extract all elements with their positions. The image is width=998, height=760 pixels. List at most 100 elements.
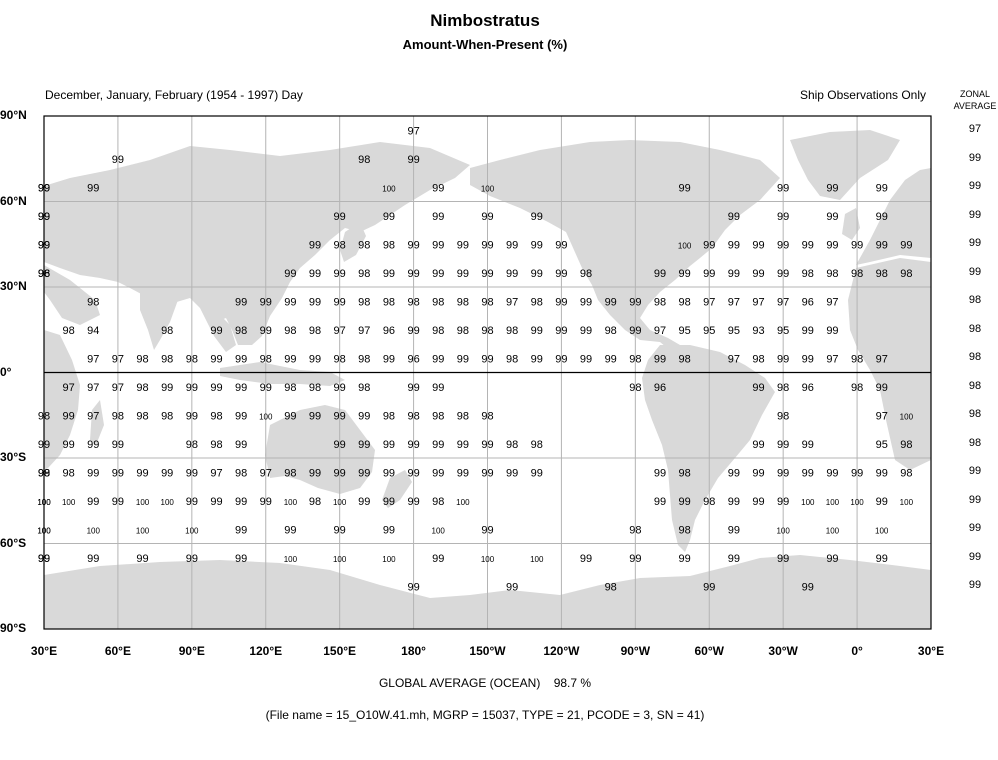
grid-cell-value: 99 bbox=[407, 239, 419, 251]
grid-cell-value: 99 bbox=[728, 524, 740, 536]
grid-cell-value: 98 bbox=[481, 325, 493, 337]
grid-cell-value: 99 bbox=[235, 410, 247, 422]
graticule bbox=[44, 116, 931, 629]
grid-cell-value: 98 bbox=[457, 325, 469, 337]
grid-cell-value: 98 bbox=[383, 239, 395, 251]
south-america-landmass bbox=[642, 345, 775, 552]
grid-cell-value: 99 bbox=[481, 239, 493, 251]
grid-cell-value: 98 bbox=[358, 154, 370, 166]
grid-cell-value: 98 bbox=[851, 353, 863, 365]
grid-cell-value: 99 bbox=[802, 325, 814, 337]
grid-cell-value: 99 bbox=[284, 296, 296, 308]
grid-cell-value: 98 bbox=[900, 467, 912, 479]
grid-cell-value: 97 bbox=[752, 296, 764, 308]
grid-cell-value: 99 bbox=[407, 581, 419, 593]
grid-cell-value: 97 bbox=[826, 296, 838, 308]
grid-cell-value: 99 bbox=[87, 182, 99, 194]
greenland-landmass bbox=[790, 130, 900, 200]
grid-cell-value: 99 bbox=[531, 268, 543, 280]
grid-cell-value: 98 bbox=[432, 296, 444, 308]
grid-cell-value: 95 bbox=[678, 325, 690, 337]
grid-cell-value: 98 bbox=[506, 439, 518, 451]
grid-cell-value: 99 bbox=[605, 296, 617, 308]
grid-cell-value: 99 bbox=[752, 467, 764, 479]
longitude-label: 120°W bbox=[543, 644, 580, 658]
grid-cell-value: 99 bbox=[432, 353, 444, 365]
grid-cell-value: 98 bbox=[358, 296, 370, 308]
grid-cell-value: 98 bbox=[876, 268, 888, 280]
grid-cell-value: 99 bbox=[284, 410, 296, 422]
grid-cell-value: 99 bbox=[309, 467, 321, 479]
grid-cell-value: 100 bbox=[136, 498, 150, 507]
grid-cell-value: 99 bbox=[629, 325, 641, 337]
grid-cell-value: 99 bbox=[260, 496, 272, 508]
grid-cell-value: 97 bbox=[63, 382, 75, 394]
grid-cell-value: 95 bbox=[777, 325, 789, 337]
grid-cell-value: 99 bbox=[112, 467, 124, 479]
grid-cell-value: 100 bbox=[382, 555, 396, 564]
grid-cell-value: 100 bbox=[801, 498, 815, 507]
grid-cell-value: 98 bbox=[703, 496, 715, 508]
grid-cell-value: 99 bbox=[555, 268, 567, 280]
grid-cell-value: 99 bbox=[457, 439, 469, 451]
grid-cell-value: 99 bbox=[555, 353, 567, 365]
grid-cell-value: 98 bbox=[87, 296, 99, 308]
grid-cell-value: 98 bbox=[506, 325, 518, 337]
grid-cell-value: 99 bbox=[334, 524, 346, 536]
grid-cell-value: 99 bbox=[334, 382, 346, 394]
indochina-landmass bbox=[196, 300, 236, 352]
zonal-average-heading: ZONAL AVERAGE bbox=[944, 88, 998, 112]
grid-cell-value: 99 bbox=[900, 239, 912, 251]
grid-cell-value: 98 bbox=[605, 581, 617, 593]
grid-cell-value: 98 bbox=[777, 382, 789, 394]
grid-cell-value: 99 bbox=[136, 467, 148, 479]
grid-cell-value: 98 bbox=[136, 353, 148, 365]
chart-title: Nimbostratus bbox=[430, 11, 540, 30]
grid-cell-value: 99 bbox=[186, 467, 198, 479]
grid-cell-value: 98 bbox=[63, 325, 75, 337]
grid-cell-value: 97 bbox=[87, 410, 99, 422]
grid-cell-value: 99 bbox=[87, 467, 99, 479]
global-average-label: GLOBAL AVERAGE (OCEAN) bbox=[378, 676, 541, 690]
grid-cell-value: 98 bbox=[678, 524, 690, 536]
grid-cell-value: 98 bbox=[678, 296, 690, 308]
japan-landmass bbox=[340, 222, 366, 262]
grid-cell-value: 98 bbox=[358, 353, 370, 365]
grid-cell-value: 100 bbox=[776, 526, 790, 535]
grid-cell-value: 99 bbox=[876, 467, 888, 479]
grid-cell-value: 99 bbox=[876, 553, 888, 565]
grid-cell-value: 99 bbox=[235, 296, 247, 308]
grid-cell-value: 98 bbox=[235, 467, 247, 479]
grid-cell-value: 99 bbox=[802, 239, 814, 251]
grid-cell-value: 99 bbox=[63, 439, 75, 451]
grid-cell-value: 98 bbox=[432, 325, 444, 337]
grid-cell-value: 98 bbox=[284, 467, 296, 479]
grid-cell-value: 99 bbox=[555, 296, 567, 308]
grid-cell-value: 98 bbox=[851, 268, 863, 280]
grid-cell-value: 99 bbox=[210, 325, 222, 337]
grid-cell-value: 98 bbox=[407, 296, 419, 308]
grid-cell-value: 98 bbox=[629, 353, 641, 365]
grid-cell-value: 100 bbox=[875, 526, 889, 535]
longitude-label: 30°E bbox=[30, 644, 58, 658]
grid-cell-value: 100 bbox=[456, 498, 470, 507]
longitude-label: 120°E bbox=[249, 644, 283, 658]
grid-cell-value: 98 bbox=[63, 467, 75, 479]
zonal-average-value: 99 bbox=[968, 265, 982, 278]
grid-cell-value: 98 bbox=[678, 467, 690, 479]
grid-cell-value: 98 bbox=[186, 353, 198, 365]
grid-cell-value: 93 bbox=[752, 325, 764, 337]
grid-cell-value: 99 bbox=[457, 353, 469, 365]
grid-cell-value: 99 bbox=[210, 382, 222, 394]
grid-cell-value: 97 bbox=[112, 382, 124, 394]
observation-source-label: Ship Observations Only bbox=[799, 88, 926, 102]
grid-cell-value: 99 bbox=[432, 553, 444, 565]
grid-cell-value: 99 bbox=[481, 467, 493, 479]
grid-cell-value: 96 bbox=[407, 353, 419, 365]
grid-cell-value: 99 bbox=[112, 439, 124, 451]
grid-cell-value: 99 bbox=[309, 353, 321, 365]
grid-cell-value: 99 bbox=[802, 467, 814, 479]
zonal-average-value: 98 bbox=[968, 436, 982, 449]
grid-cell-value: 98 bbox=[678, 353, 690, 365]
grid-cell-value: 100 bbox=[136, 526, 150, 535]
